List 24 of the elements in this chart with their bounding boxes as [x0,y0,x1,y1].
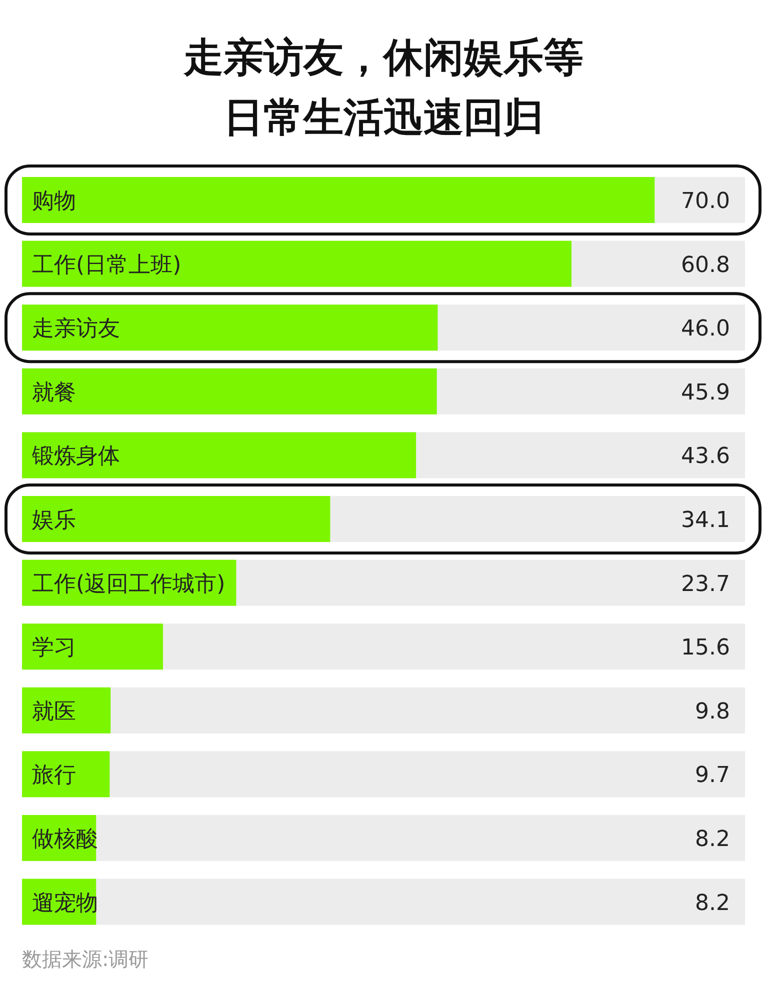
y-tick-label: 学习 [32,636,76,661]
y-tick-label: 锻炼身体 [31,444,120,470]
data-label: 45.9 [681,380,730,406]
data-label: 8.2 [695,890,730,916]
data-label: 60.8 [681,252,730,278]
data-label: 43.6 [681,444,730,470]
data-label: 8.2 [695,827,730,852]
y-tick-label: 就医 [32,699,76,724]
data-label: 34.1 [681,508,730,533]
data-label: 46.0 [681,316,730,342]
y-tick-label: 娱乐 [32,508,76,533]
data-label: 9.7 [695,763,730,788]
y-tick-label: 购物 [32,189,76,214]
y-tick-label: 工作(日常上班) [32,252,182,278]
data-label: 70.0 [681,189,730,214]
data-label: 23.7 [681,572,730,597]
data-label: 9.8 [695,699,730,724]
y-tick-label: 旅行 [32,763,76,788]
data-label: 15.6 [681,636,730,661]
source-note: 数据来源:调研 [22,947,149,971]
y-tick-label: 走亲访友 [32,316,120,342]
y-tick-label: 就餐 [32,380,76,406]
chart-title: 走亲访友，休闲娱乐等日常生活迅速回归 [182,34,584,143]
y-tick-label: 工作(返回工作城市) [32,572,226,597]
